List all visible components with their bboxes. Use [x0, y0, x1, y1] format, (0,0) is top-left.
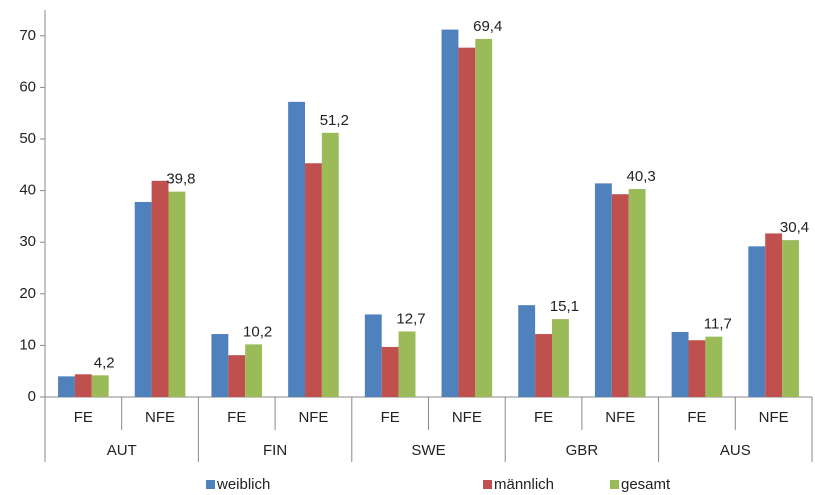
bar: [321, 132, 339, 398]
bar: [535, 334, 552, 397]
x-tick-label: FE: [534, 409, 553, 426]
data-label: 4,2: [94, 354, 115, 371]
data-label: 11,7: [704, 316, 732, 333]
legend-swatch: [483, 480, 492, 489]
bar: [458, 47, 476, 397]
bar: [765, 233, 783, 397]
data-label: 40,3: [627, 168, 656, 185]
bar: [134, 201, 152, 397]
x-tick-label: FE: [74, 409, 93, 426]
x-tick-label: FE: [227, 409, 246, 426]
bar: [74, 374, 92, 397]
legend-label: weiblich: [216, 476, 270, 493]
data-label: 30,4: [780, 219, 809, 236]
y-tick-label: 30: [19, 233, 36, 250]
legend-label: gesamt: [621, 476, 671, 493]
bar: [705, 336, 723, 397]
bar: [748, 246, 766, 397]
bar: [151, 180, 169, 397]
bar: [91, 375, 109, 397]
bar: [782, 240, 799, 397]
legend-label: männlich: [494, 476, 554, 493]
x-tick-label: FE: [381, 409, 400, 426]
bar: [628, 189, 646, 397]
bar: [364, 314, 382, 397]
data-label: 39,8: [166, 171, 195, 188]
y-tick-label: 10: [19, 336, 36, 353]
data-label: 12,7: [396, 310, 425, 327]
bar: [398, 331, 416, 397]
y-tick-label: 0: [28, 388, 36, 405]
bar: [228, 355, 246, 397]
bar: [211, 334, 229, 397]
group-label: FIN: [263, 442, 287, 459]
bar: [594, 183, 612, 397]
y-tick-label: 60: [19, 78, 36, 95]
bar: [288, 101, 306, 398]
data-label: 10,2: [243, 323, 272, 340]
y-tick-label: 70: [19, 27, 36, 44]
bar: [551, 319, 569, 397]
x-tick-label: NFE: [605, 409, 635, 426]
group-label: GBR: [566, 442, 599, 459]
bar: [381, 346, 399, 397]
group-label: AUT: [107, 442, 137, 459]
bar: [58, 376, 75, 397]
bar: [305, 163, 322, 397]
x-tick-label: NFE: [298, 409, 328, 426]
x-tick-label: FE: [687, 409, 706, 426]
group-label: AUS: [720, 442, 751, 459]
data-label: 15,1: [550, 298, 579, 315]
x-tick-label: NFE: [452, 409, 482, 426]
data-label: 51,2: [320, 112, 349, 129]
x-tick-label: NFE: [759, 409, 789, 426]
legend-swatch: [610, 480, 619, 489]
bar: [168, 191, 186, 397]
data-label: 69,4: [473, 18, 502, 35]
bar: [475, 38, 493, 398]
bar: [688, 340, 706, 397]
group-label: SWE: [411, 442, 445, 459]
y-tick-label: 40: [19, 182, 36, 199]
bar: [441, 29, 459, 397]
x-tick-label: NFE: [145, 409, 175, 426]
y-tick-label: 50: [19, 130, 36, 147]
legend-swatch: [206, 480, 215, 489]
bar: [611, 194, 629, 397]
y-tick-label: 20: [19, 285, 36, 302]
bar: [245, 344, 263, 397]
bar: [671, 331, 689, 397]
bar: [518, 305, 536, 397]
